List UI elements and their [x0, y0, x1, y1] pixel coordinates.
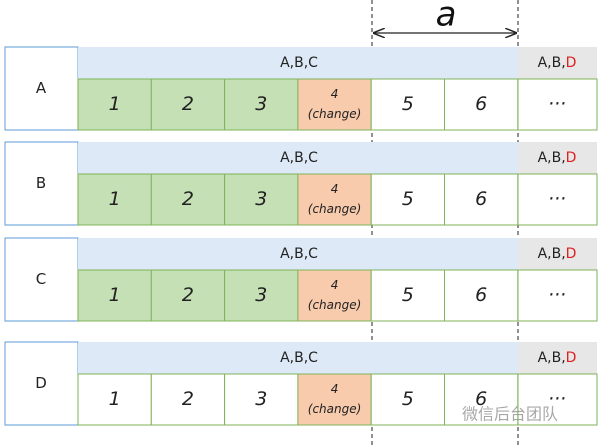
cell [77, 173, 152, 226]
tail-prefix: A,B, [538, 350, 566, 366]
row-label-box [4, 237, 79, 322]
changed-number: 4 [331, 87, 339, 101]
cell [297, 173, 372, 226]
header-bar [78, 47, 518, 79]
cell [77, 373, 152, 426]
header-text: A,B,C [280, 150, 318, 166]
cell [224, 78, 299, 131]
cell [370, 78, 446, 131]
cell [297, 373, 372, 426]
header-text: A,B,C [280, 246, 318, 262]
cell [150, 78, 226, 131]
cell-number: 3 [255, 284, 267, 306]
cell-number: 2 [182, 188, 194, 210]
header-text: A,B,C [280, 350, 318, 366]
cell-number: 1 [109, 93, 121, 115]
row-label: D [35, 374, 47, 392]
watermark: 微信后台团队 [462, 405, 558, 424]
changed-note: (change) [308, 402, 362, 416]
cell-number: 3 [255, 388, 267, 410]
tail-prefix: A,B, [538, 150, 566, 166]
cell-number: 1 [109, 188, 121, 210]
cell-number: 6 [475, 93, 487, 115]
cell [517, 373, 598, 426]
row-label-box [4, 141, 79, 226]
cell-number: 1 [109, 388, 121, 410]
cell-number: 2 [182, 93, 194, 115]
changed-number: 4 [331, 182, 339, 196]
ellipsis: ··· [548, 284, 566, 306]
row-label-box [4, 46, 79, 131]
tail-prefix: A,B, [538, 55, 566, 71]
header-text: A,B,C [280, 55, 318, 71]
cell [517, 269, 598, 322]
cell [297, 269, 372, 322]
cell-number: 5 [402, 93, 414, 115]
tail-highlight: D [566, 150, 577, 166]
tail-header-text: A,B,D [538, 150, 577, 166]
row-label: C [36, 270, 46, 288]
tail-header-text: A,B,D [538, 246, 577, 262]
row-label: A [36, 79, 47, 97]
changed-note: (change) [308, 107, 362, 121]
cell [517, 173, 598, 226]
cell [444, 173, 519, 226]
header-bar [78, 142, 518, 174]
cell [150, 373, 226, 426]
cell-number: 3 [255, 93, 267, 115]
changed-number: 4 [331, 382, 339, 396]
cell-number: 6 [475, 188, 487, 210]
tail-header [518, 142, 597, 174]
changed-note: (change) [308, 202, 362, 216]
cell [517, 78, 598, 131]
ellipsis: ··· [548, 188, 566, 210]
cell-number: 3 [255, 188, 267, 210]
header-bar [78, 238, 518, 270]
cell [444, 269, 519, 322]
cell-number: 5 [402, 188, 414, 210]
cell [297, 78, 372, 131]
tail-prefix: A,B, [538, 246, 566, 262]
cell-number: 2 [182, 388, 194, 410]
cell-number: 5 [402, 388, 414, 410]
cell [224, 269, 299, 322]
changed-number: 4 [331, 278, 339, 292]
cell-number: 6 [475, 388, 487, 410]
cell [224, 373, 299, 426]
cell [150, 173, 226, 226]
header-bar [78, 342, 518, 374]
row-label-box [4, 341, 79, 426]
tail-header-text: A,B,D [538, 55, 577, 71]
tail-header-text: A,B,D [538, 350, 577, 366]
tail-highlight: D [566, 246, 577, 262]
tail-highlight: D [566, 350, 577, 366]
ellipsis: ··· [548, 388, 566, 410]
changed-note: (change) [308, 298, 362, 312]
dimension-label: a [436, 0, 457, 35]
cell-number: 1 [109, 284, 121, 306]
row-label: B [36, 174, 46, 192]
cell [370, 173, 446, 226]
cell [77, 78, 152, 131]
tail-header [518, 238, 597, 270]
tail-highlight: D [566, 55, 577, 71]
tail-header [518, 342, 597, 374]
ellipsis: ··· [548, 93, 566, 115]
cell-number: 6 [475, 284, 487, 306]
rows: AA,B,C A,B,D1 2 3 4(change) 5 6 ···BA,B,C A,B,D1… [4, 46, 598, 426]
tail-header [518, 47, 597, 79]
cell [370, 373, 446, 426]
cell-number: 2 [182, 284, 194, 306]
cell-number: 5 [402, 284, 414, 306]
cell [77, 269, 152, 322]
